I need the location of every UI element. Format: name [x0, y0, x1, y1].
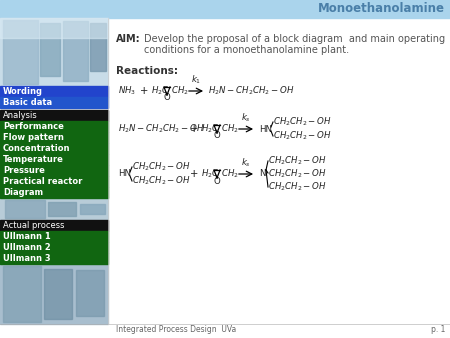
- Text: $CH_2CH_2-OH$: $CH_2CH_2-OH$: [273, 116, 332, 128]
- Text: Ullmann 2: Ullmann 2: [3, 243, 51, 252]
- Bar: [0, 198, 108, 220]
- Text: $CH_2CH_2-OH$: $CH_2CH_2-OH$: [132, 161, 191, 173]
- Text: AIM:: AIM:: [116, 34, 140, 44]
- Text: $H_2N-CH_2CH_2-OH$: $H_2N-CH_2CH_2-OH$: [208, 85, 294, 97]
- Text: $H_2N-CH_2CH_2-OH$: $H_2N-CH_2CH_2-OH$: [118, 123, 204, 135]
- Text: Develop the proposal of a block diagram  and main operating: Develop the proposal of a block diagram …: [144, 34, 445, 44]
- Text: $k_1$: $k_1$: [191, 73, 201, 86]
- Bar: [48, 202, 76, 216]
- Text: +: +: [190, 169, 198, 179]
- Text: O: O: [164, 94, 171, 102]
- Bar: [0, 187, 108, 198]
- Bar: [0, 18, 108, 86]
- Text: $H_2C$: $H_2C$: [201, 168, 220, 180]
- Bar: [0, 0, 450, 18]
- Text: O: O: [214, 176, 220, 186]
- Text: $CH_2$: $CH_2$: [221, 168, 239, 180]
- Bar: [0, 264, 108, 324]
- Text: Temperature: Temperature: [3, 155, 64, 164]
- Text: Flow pattern: Flow pattern: [3, 133, 64, 142]
- Text: HN: HN: [259, 124, 272, 134]
- Bar: [0, 143, 108, 154]
- Bar: [3, 20, 38, 84]
- Bar: [0, 242, 108, 253]
- Bar: [0, 154, 108, 165]
- Text: $CH_2$: $CH_2$: [221, 123, 239, 135]
- Text: O: O: [214, 131, 220, 141]
- Bar: [0, 220, 108, 231]
- Text: $k_s$: $k_s$: [241, 112, 251, 124]
- Text: +: +: [190, 124, 198, 134]
- Text: p. 1: p. 1: [431, 325, 445, 335]
- Bar: [76, 270, 104, 316]
- Text: Ullmann 3: Ullmann 3: [3, 254, 50, 263]
- Bar: [80, 204, 105, 214]
- Text: $H_2C$: $H_2C$: [151, 85, 170, 97]
- Text: $CH_2CH_2-OH$: $CH_2CH_2-OH$: [132, 175, 191, 187]
- Text: $CH_2CH_2-OH$: $CH_2CH_2-OH$: [268, 155, 327, 167]
- Text: Monoethanolamine: Monoethanolamine: [318, 2, 445, 16]
- Text: Reactions:: Reactions:: [116, 66, 178, 76]
- Text: Concentration: Concentration: [3, 144, 71, 153]
- Text: $k_s$: $k_s$: [241, 156, 251, 169]
- Text: Pressure: Pressure: [3, 166, 45, 175]
- Text: Analysis: Analysis: [3, 111, 38, 120]
- Bar: [5, 200, 45, 218]
- Text: Integrated Process Design  UVa: Integrated Process Design UVa: [116, 325, 236, 335]
- Text: conditions for a monoethanolamine plant.: conditions for a monoethanolamine plant.: [144, 45, 349, 55]
- Bar: [0, 86, 108, 97]
- Text: $CH_2CH_2-OH$: $CH_2CH_2-OH$: [268, 181, 327, 193]
- Bar: [90, 23, 106, 71]
- Text: $CH_2CH_2-OH$: $CH_2CH_2-OH$: [273, 130, 332, 142]
- Text: Ullmann 1: Ullmann 1: [3, 232, 51, 241]
- Text: N: N: [259, 169, 266, 178]
- Text: HN: HN: [118, 169, 131, 178]
- Bar: [0, 165, 108, 176]
- Bar: [0, 110, 108, 121]
- Text: Performance: Performance: [3, 122, 64, 131]
- Text: $CH_2$: $CH_2$: [171, 85, 189, 97]
- Text: Basic data: Basic data: [3, 98, 52, 107]
- Bar: [0, 253, 108, 264]
- Text: Diagram: Diagram: [3, 188, 43, 197]
- Bar: [0, 18, 108, 38]
- Text: $H_2C$: $H_2C$: [201, 123, 220, 135]
- Bar: [0, 132, 108, 143]
- Bar: [0, 231, 108, 242]
- Bar: [0, 97, 108, 108]
- Bar: [40, 23, 60, 76]
- Text: $CH_2CH_2-OH$: $CH_2CH_2-OH$: [268, 168, 327, 180]
- Bar: [63, 21, 88, 81]
- Bar: [44, 269, 72, 319]
- Text: Actual process: Actual process: [3, 221, 64, 230]
- Text: $NH_3$: $NH_3$: [118, 85, 136, 97]
- Text: Practical reactor: Practical reactor: [3, 177, 82, 186]
- Bar: [0, 121, 108, 132]
- Text: Wording: Wording: [3, 87, 43, 96]
- Bar: [0, 176, 108, 187]
- Text: +: +: [140, 86, 148, 96]
- Bar: [3, 266, 41, 322]
